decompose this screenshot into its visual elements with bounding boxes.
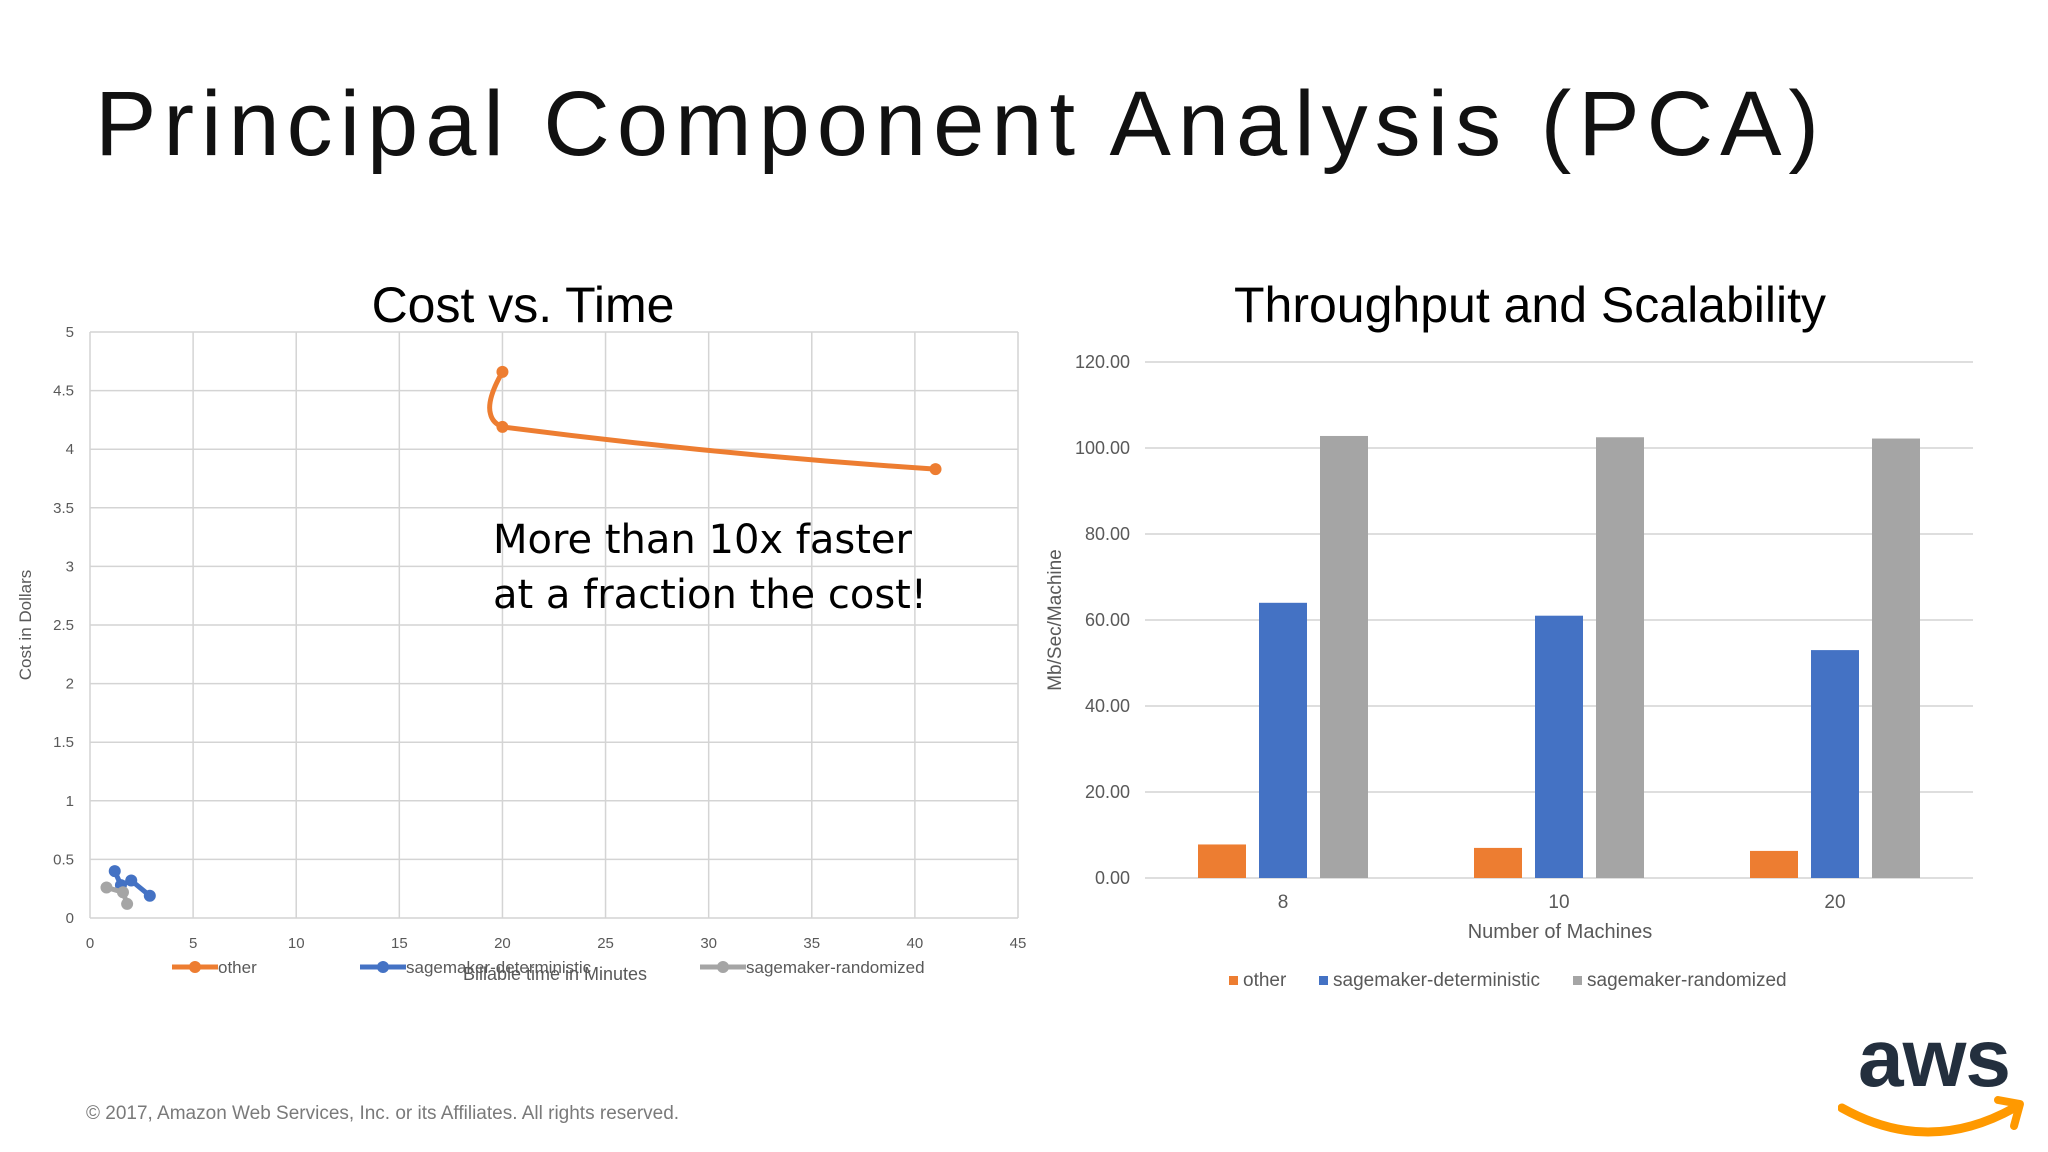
y-tick-label: 0.00 <box>1095 868 1130 888</box>
x-tick-label: 10 <box>288 935 305 952</box>
y-tick-label: 2.5 <box>53 617 74 634</box>
x-axis-title: Number of Machines <box>1468 921 1653 943</box>
data-point-other <box>496 365 509 378</box>
x-tick-label: 0 <box>86 935 94 952</box>
x-tick-label: 15 <box>391 935 408 952</box>
data-point-sagemaker-deterministic <box>108 865 121 878</box>
data-point-sagemaker-randomized <box>121 897 134 910</box>
svg-text:aws: aws <box>1858 1013 2010 1104</box>
legend-marker-sagemaker-randomized <box>717 961 729 973</box>
y-tick-label: 3.5 <box>53 500 74 517</box>
chart-annotation: at a fraction the cost! <box>493 572 927 618</box>
series-line-other <box>487 369 939 472</box>
legend-label: other <box>218 958 257 977</box>
legend-label: sagemaker-randomized <box>1587 970 1787 991</box>
copyright-notice: © 2017, Amazon Web Services, Inc. or its… <box>86 1103 680 1124</box>
y-tick-label: 100.00 <box>1075 438 1130 458</box>
y-tick-label: 120.00 <box>1075 352 1130 372</box>
data-point-other <box>496 420 509 433</box>
x-tick-label: 5 <box>189 935 197 952</box>
slide-title: Principal Component Analysis (PCA) <box>95 73 1827 175</box>
y-tick-label: 0.5 <box>53 851 74 868</box>
bar-sagemaker-deterministic <box>1535 615 1583 878</box>
y-tick-label: 4 <box>66 441 74 458</box>
bar-sagemaker-randomized <box>1596 437 1644 878</box>
y-tick-label: 3 <box>66 558 74 575</box>
x-tick-label: 10 <box>1548 892 1569 913</box>
data-point-sagemaker-randomized <box>116 886 129 899</box>
y-tick-label: 80.00 <box>1085 524 1130 544</box>
chart-title: Throughput and Scalability <box>1234 277 1826 333</box>
legend-swatch-sagemaker-deterministic <box>1319 976 1328 985</box>
x-tick-label: 20 <box>1824 892 1845 913</box>
legend-swatch-sagemaker-randomized <box>1573 976 1582 985</box>
throughput-scalability-chart: Throughput and Scalability 0.00 20.00 40.00… <box>1045 277 1973 991</box>
aws-logo: aws <box>1838 1013 2024 1137</box>
y-tick-label: 1 <box>66 793 74 810</box>
x-tick-label: 40 <box>907 935 924 952</box>
x-tick-label: 8 <box>1278 892 1289 913</box>
x-axis-title: Billable time in Minutes <box>463 964 647 984</box>
y-axis-title: Cost in Dollars <box>16 570 35 681</box>
chart-title: Cost vs. Time <box>372 277 675 333</box>
bar-sagemaker-randomized <box>1872 438 1920 878</box>
data-point-sagemaker-deterministic <box>143 889 156 902</box>
x-tick-label: 35 <box>803 935 820 952</box>
bar-other <box>1750 850 1798 878</box>
bar-sagemaker-randomized <box>1320 435 1368 878</box>
y-tick-label: 0 <box>66 910 74 927</box>
legend-label: sagemaker-deterministic <box>1333 970 1540 991</box>
y-axis-title: Mb/Sec/Machine <box>1045 549 1066 691</box>
x-tick-label: 20 <box>494 935 511 952</box>
x-tick-label: 30 <box>700 935 717 952</box>
y-tick-label: 40.00 <box>1085 696 1130 716</box>
legend-swatch-other <box>1229 976 1238 985</box>
legend-label: sagemaker-deterministic <box>406 958 592 977</box>
bar-other <box>1198 844 1246 878</box>
legend-marker-other <box>189 961 201 973</box>
bar-sagemaker-deterministic <box>1811 650 1859 878</box>
data-point-sagemaker-randomized <box>100 881 113 894</box>
y-tick-label: 20.00 <box>1085 782 1130 802</box>
x-tick-label: 25 <box>597 935 614 952</box>
bar-other <box>1474 847 1522 878</box>
legend-label: sagemaker-randomized <box>746 958 925 977</box>
data-point-sagemaker-deterministic <box>125 874 138 887</box>
legend-marker-sagemaker-deterministic <box>377 961 389 973</box>
legend-label: other <box>1243 970 1287 991</box>
y-tick-label: 5 <box>66 324 74 341</box>
x-tick-label: 45 <box>1010 935 1027 952</box>
y-tick-label: 4.5 <box>53 383 74 400</box>
y-tick-label: 60.00 <box>1085 610 1130 630</box>
chart-annotation: More than 10x faster <box>493 517 913 563</box>
y-tick-label: 1.5 <box>53 734 74 751</box>
data-point-other <box>929 463 942 476</box>
bar-sagemaker-deterministic <box>1259 602 1307 878</box>
y-tick-label: 2 <box>66 676 74 693</box>
cost-vs-time-chart: Cost vs. Time 0 0.5 1 1.5 2 2.5 3 3.5 4 4.5 5 0 5 10 15… <box>16 277 1027 984</box>
